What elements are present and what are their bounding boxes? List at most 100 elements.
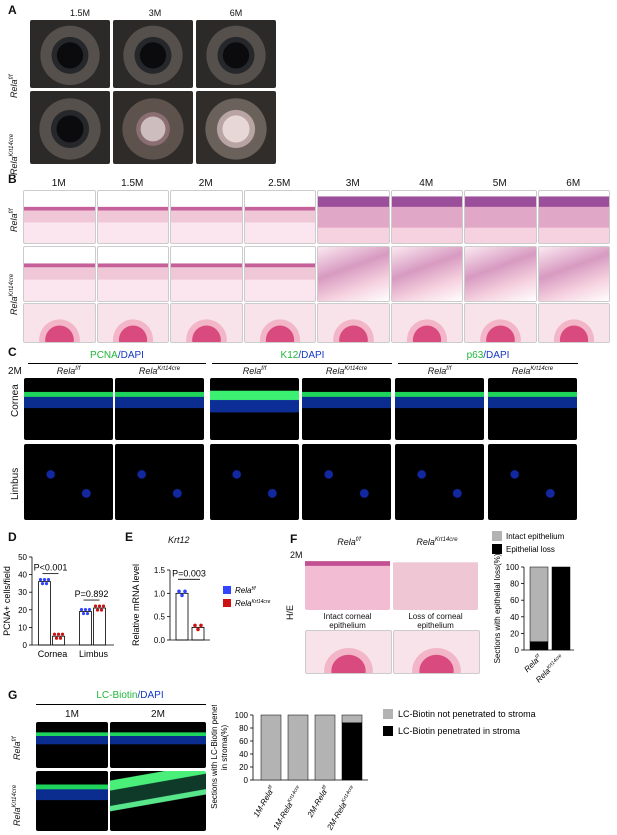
panel-f-eye-ff bbox=[305, 630, 392, 674]
panel-e-point bbox=[196, 627, 200, 632]
panel-a-time-2: 3M bbox=[148, 8, 162, 18]
panel-b-he-cre bbox=[96, 246, 169, 302]
panel-e-title: Krt12 bbox=[168, 535, 190, 545]
panel-g-row-label-ff: Relaf/f bbox=[12, 736, 22, 760]
panel-g-stain: LC-Biotin/DAPI bbox=[96, 690, 164, 701]
panel-g-category-sup: Krt14cre bbox=[340, 784, 355, 804]
panel-d-point bbox=[101, 604, 106, 608]
panel-f-legend-label: Intact epithelium bbox=[506, 532, 565, 541]
panel-b-he-ff bbox=[464, 190, 537, 244]
panel-f-y-tick-label: 40 bbox=[510, 613, 519, 622]
panel-b-he-ff bbox=[390, 190, 463, 244]
panel-c-stain-1: PCNA/DAPI bbox=[90, 350, 144, 361]
panel-c-cornea-image bbox=[24, 378, 113, 440]
panel-b-he-cre bbox=[464, 246, 537, 302]
panel-e-point bbox=[183, 589, 187, 594]
panel-f-legend-swatch bbox=[492, 531, 502, 541]
panel-b-he-ff bbox=[96, 190, 169, 244]
panel-f-geno-2: RelaKrt14cre bbox=[416, 537, 458, 547]
panel-b-time-label: 6M bbox=[566, 178, 581, 189]
panel-b-time-label: 5M bbox=[492, 178, 507, 189]
panel-d-point bbox=[38, 578, 43, 582]
panel-b-time-label: 1M bbox=[51, 178, 66, 189]
panel-g-category-label: 1M-Relaf/f bbox=[252, 784, 277, 819]
panel-d-point bbox=[97, 604, 102, 608]
panel-c-underline-1 bbox=[28, 363, 206, 364]
panel-c-genotype-label: RelaKrt14cre bbox=[138, 366, 181, 376]
panel-c-row-cornea: Cornea bbox=[10, 384, 21, 417]
panel-c-limbus-image bbox=[488, 444, 577, 520]
panel-f-legend-swatch bbox=[492, 544, 502, 554]
panel-b-row-label-ff: Relaf/f bbox=[9, 208, 19, 232]
panel-b-he-eye bbox=[243, 303, 316, 343]
panel-b-he-cre bbox=[23, 246, 96, 302]
panel-d-point bbox=[40, 582, 45, 586]
panel-e-point bbox=[199, 623, 203, 628]
panel-g-letter: G bbox=[8, 688, 18, 702]
panel-e-bar bbox=[175, 592, 189, 641]
panel-b-he-cre bbox=[317, 246, 390, 302]
panel-g-chart: 0 20 40 60 80 100 Sections with LC-Biotin pene… bbox=[210, 705, 536, 832]
panel-c-limbus-image bbox=[395, 444, 484, 520]
panel-e-legend-sup: f/f bbox=[251, 586, 256, 592]
panel-d-bar bbox=[79, 611, 92, 646]
panel-f-y-tick-label: 20 bbox=[510, 629, 519, 638]
panel-c-cornea-image bbox=[115, 378, 204, 440]
panel-d-point bbox=[85, 611, 90, 616]
eye-photo-ff-3m bbox=[113, 20, 193, 88]
eye-photo-cre-1-5m bbox=[30, 91, 110, 164]
panel-b-he-eye bbox=[390, 303, 463, 343]
panel-a-row-label-cre: RelaKrt14cre bbox=[9, 133, 19, 175]
panel-d-point bbox=[54, 636, 59, 640]
panel-b-he-eye bbox=[170, 303, 243, 343]
panel-f-y-tick-label: 80 bbox=[510, 580, 519, 589]
panel-b-he-eye bbox=[464, 303, 537, 343]
panel-b-he-cre bbox=[243, 246, 316, 302]
panel-d-category-label: Limbus bbox=[79, 649, 109, 659]
panel-f-he-ff bbox=[305, 550, 390, 610]
panel-e-legend-label: Relaf/f bbox=[235, 586, 256, 595]
panel-d-bar bbox=[52, 635, 65, 646]
panel-f-chart: Intact epithelium Epithelial loss 0 20 40 60 8… bbox=[492, 531, 574, 684]
panel-e-point bbox=[177, 589, 181, 594]
panel-c-genotype-label: Relaf/f bbox=[56, 366, 81, 376]
panel-b-he-cre bbox=[390, 246, 463, 302]
panel-d-point bbox=[93, 604, 98, 608]
panel-b-he-eye bbox=[96, 303, 169, 343]
panel-c-stain-2: K12/DAPI bbox=[280, 350, 325, 361]
panel-c-cornea-image bbox=[488, 378, 577, 440]
panel-c-row-limbus: Limbus bbox=[10, 467, 21, 500]
panel-d-letter: D bbox=[8, 530, 17, 544]
panel-b-letter: B bbox=[8, 172, 17, 186]
panel-e-y-tick-label: 1.0 bbox=[154, 589, 166, 598]
panel-d-y-tick-label: 20 bbox=[18, 606, 27, 615]
panel-b-time-label: 1.5M bbox=[121, 178, 144, 189]
panel-c-cornea-image bbox=[210, 378, 299, 440]
panel-g-time-1: 1M bbox=[65, 709, 79, 720]
panel-c-genotype-label: RelaKrt14cre bbox=[511, 366, 554, 376]
panel-f-caption-2: Loss of corneal epithelium bbox=[408, 612, 463, 630]
panel-f-category-sup: Krt14cre bbox=[546, 653, 564, 671]
panel-c-stain-3: p63/DAPI bbox=[466, 350, 510, 361]
panel-c-limbus-image bbox=[115, 444, 204, 520]
panel-e-legend-swatch bbox=[223, 586, 231, 594]
panel-d-point bbox=[87, 607, 92, 612]
eye-photo-ff-6m bbox=[196, 20, 276, 88]
panel-g-category-sup: f/f bbox=[321, 784, 329, 791]
panel-g-category-label: 2M-Relaf/f bbox=[305, 784, 331, 820]
panel-b-he-ff bbox=[317, 190, 390, 244]
panel-d-y-tick-label: 40 bbox=[18, 571, 27, 580]
panel-f-y-label: Sections with epithelial loss(%) bbox=[493, 553, 502, 663]
panel-d-y-tick-label: 50 bbox=[18, 553, 27, 562]
panel-f-row-label: H/E bbox=[285, 604, 295, 620]
panel-f-category-sup: f/f bbox=[534, 653, 542, 661]
panel-d-chart: 0 10 20 30 40 50 PCNA+ cells/field Cornea P<0.00… bbox=[2, 553, 114, 659]
panel-f-eye-cre bbox=[393, 630, 480, 674]
panel-d-point bbox=[46, 578, 51, 582]
panel-e-legend-sup: Krt14cre bbox=[251, 599, 270, 605]
panel-g-y-label-line1: Sections with LC-Biotin penetrated bbox=[210, 705, 219, 809]
panel-g-y-tick-label: 0 bbox=[244, 776, 249, 785]
panel-b-time-label: 2M bbox=[198, 178, 213, 189]
panel-f-bar-segment bbox=[529, 566, 549, 642]
panel-e-point bbox=[193, 623, 197, 628]
